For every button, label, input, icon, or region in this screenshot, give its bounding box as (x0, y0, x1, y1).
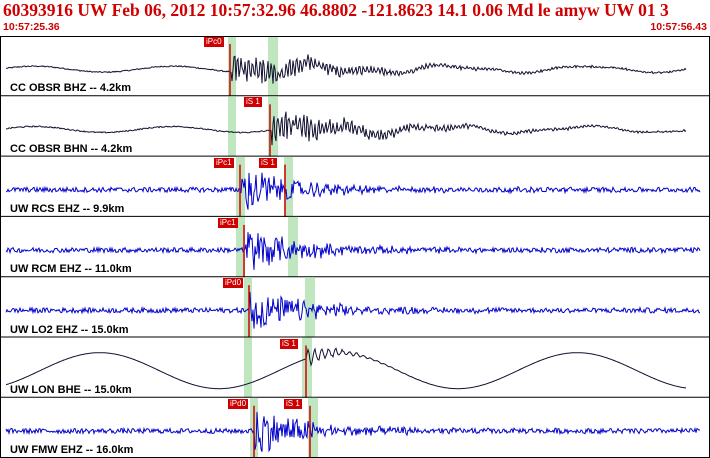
pick-marker[interactable]: iS 1 (259, 157, 277, 168)
station-label: UW LO2 EHZ -- 15.0km (9, 323, 130, 336)
waveform-trace (5, 292, 701, 329)
pick-window (288, 216, 298, 278)
waveform-trace (5, 172, 701, 210)
pick-marker[interactable]: iS 1 (244, 97, 262, 108)
station-label: CC OBSR BHN -- 4.2km (9, 142, 134, 155)
station-label: UW RCM EHZ -- 11.0km (9, 263, 133, 276)
pick-marker[interactable]: iS 1 (284, 398, 302, 409)
pick-marker[interactable]: iPd0 (223, 278, 244, 289)
waveform-trace (5, 232, 701, 270)
station-label: UW LON BHE -- 15.0km (9, 383, 133, 396)
station-label: CC OBSR BHZ -- 4.2km (9, 82, 133, 95)
pick-window (244, 337, 252, 398)
waveform-trace (5, 111, 687, 146)
pick-window (228, 36, 236, 97)
pick-window (236, 216, 245, 278)
pick-marker[interactable]: iPd0 (228, 398, 249, 409)
event-header: 60393916 UW Feb 06, 2012 10:57:32.96 46.… (0, 0, 710, 36)
pick-marker[interactable]: iS 1 (280, 338, 298, 349)
event-title: 60393916 UW Feb 06, 2012 10:57:32.96 46.… (3, 0, 669, 20)
time-start-label: 10:57:25.36 (3, 21, 60, 33)
pick-window (305, 277, 315, 338)
pick-marker[interactable]: iPc1 (214, 157, 234, 168)
pick-window (268, 36, 278, 97)
seismogram-panel[interactable]: CC OBSR BHZ -- 4.2km iPc0 CC OBSR BHN -- 4… (0, 36, 710, 458)
station-label: UW FMW EHZ -- 16.0km (9, 444, 135, 457)
pick-window (244, 277, 252, 338)
pick-window (302, 337, 312, 398)
pick-window (228, 96, 236, 157)
waveform-trace (5, 54, 687, 84)
waveform-trace (5, 412, 701, 453)
pick-marker[interactable]: iPc0 (204, 37, 224, 47)
station-label: UW RCS EHZ -- 9.9km (9, 202, 126, 215)
pick-marker[interactable]: iPc1 (218, 217, 238, 228)
time-end-label: 10:57:56.43 (650, 21, 707, 33)
pick-window (284, 156, 293, 217)
waveform-trace (5, 347, 687, 390)
